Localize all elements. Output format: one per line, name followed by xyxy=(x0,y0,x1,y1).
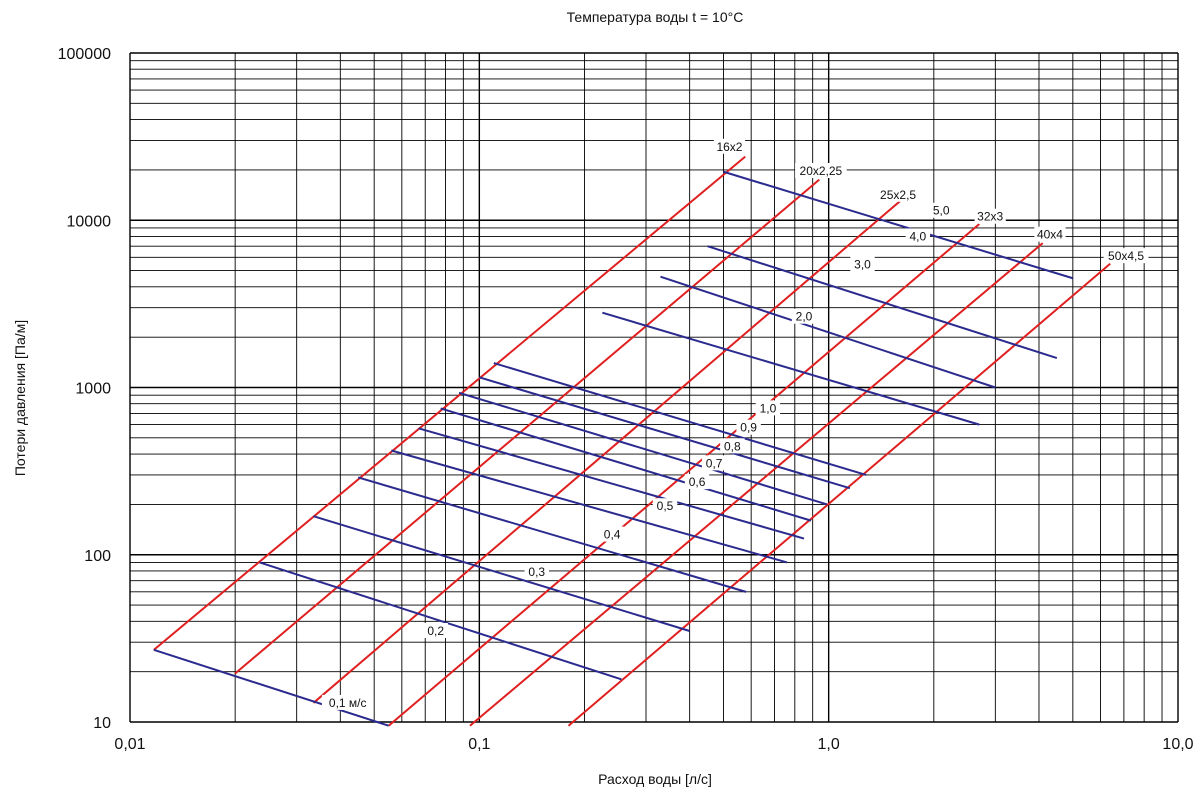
pipe-lines xyxy=(153,155,1111,727)
line-label-bg xyxy=(701,455,727,471)
line-label-bg xyxy=(524,563,549,579)
velocity-line xyxy=(153,648,389,727)
pipe-line xyxy=(312,200,901,704)
line-label: 0,5 xyxy=(657,499,674,513)
line-label: 4,0 xyxy=(909,229,926,243)
y-tick-label: 10000 xyxy=(67,213,112,230)
velocity-line xyxy=(493,362,867,476)
chart-title: Температура воды t = 10°C xyxy=(566,9,744,25)
velocity-line xyxy=(602,311,980,426)
line-label-bg xyxy=(929,202,954,218)
line-label-bg xyxy=(974,208,1006,224)
line-label-bg xyxy=(713,138,746,154)
line-label-bg xyxy=(684,474,710,490)
line-label: 0,9 xyxy=(740,421,757,435)
line-label: 0,7 xyxy=(706,456,723,470)
line-label-bg xyxy=(795,163,847,179)
line-label: 32x3 xyxy=(977,210,1003,224)
line-label: 0,6 xyxy=(689,475,706,489)
velocity-line xyxy=(391,449,788,564)
x-tick-label: 0,1 xyxy=(468,736,490,753)
line-label-bg xyxy=(720,438,745,454)
velocity-line xyxy=(313,515,690,632)
velocity-line xyxy=(418,427,805,540)
x-tick-label: 10,0 xyxy=(1162,736,1193,753)
velocity-line xyxy=(479,376,851,490)
pipe-line xyxy=(387,223,981,727)
line-label: 3,0 xyxy=(854,257,871,271)
velocity-line xyxy=(660,275,996,389)
line-label: 0,3 xyxy=(528,565,545,579)
line-label-bg xyxy=(652,498,678,514)
velocity-line xyxy=(723,170,1074,280)
line-label-bg xyxy=(423,623,448,639)
line-label-bg xyxy=(599,526,625,542)
line-label: 0,2 xyxy=(427,624,444,638)
line-label: 5,0 xyxy=(933,204,950,218)
line-label-bg xyxy=(736,419,761,435)
line-label-bg xyxy=(755,400,781,416)
y-tick-label: 10 xyxy=(93,715,111,732)
line-label: 0,8 xyxy=(724,439,741,453)
line-label-bg xyxy=(850,256,875,272)
line-label: 40x4 xyxy=(1037,228,1063,242)
velocity-line xyxy=(440,407,812,522)
line-label: 0,4 xyxy=(604,528,621,542)
x-tick-label: 1,0 xyxy=(818,736,840,753)
line-label: 50x4,5 xyxy=(1108,249,1144,263)
y-tick-label: 100000 xyxy=(58,46,111,63)
x-axis-label: Расход воды [л/с] xyxy=(598,771,712,787)
line-label-bg xyxy=(875,186,921,202)
line-label-bg xyxy=(791,308,817,324)
velocity-line xyxy=(259,561,622,681)
line-label: 16x2 xyxy=(716,140,742,154)
pipe-line xyxy=(153,155,746,651)
line-label: 20x2,25 xyxy=(800,164,843,178)
line-label-bg xyxy=(1034,226,1066,242)
velocity-line xyxy=(707,245,1058,360)
line-label-bg xyxy=(321,694,374,710)
grid xyxy=(129,52,1179,723)
tick-labels: 0,01 0,1 1,0 10,0 10 100 1000 10000 100000 xyxy=(58,46,1194,753)
pipe-line xyxy=(567,262,1111,727)
line-label-bg xyxy=(1103,248,1149,264)
line-label: 1,0 xyxy=(760,401,777,415)
velocity-line xyxy=(458,391,828,506)
line-label-bg xyxy=(905,228,931,244)
velocity-lines xyxy=(153,170,1074,727)
line-labels: 16x2 20x2,25 25x2,5 5,0 32x3 40x4 50x4,5 4,0 3,0… xyxy=(321,138,1149,710)
pipe-line xyxy=(234,178,820,675)
line-label: 0,1 м/с xyxy=(329,696,367,710)
velocity-line xyxy=(357,476,747,593)
y-tick-label: 1000 xyxy=(75,381,111,398)
line-label: 2,0 xyxy=(796,310,813,324)
x-tick-label: 0,01 xyxy=(114,736,145,753)
line-label: 25x2,5 xyxy=(880,188,916,202)
y-tick-label: 100 xyxy=(84,548,111,565)
